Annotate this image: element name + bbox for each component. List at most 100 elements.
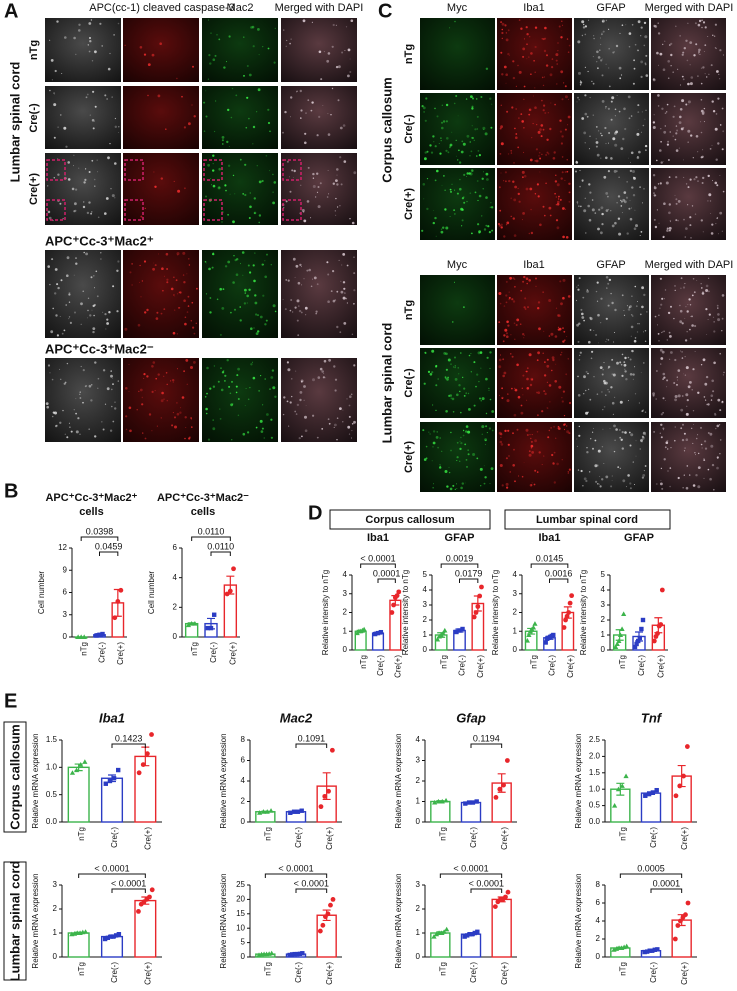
- micrograph-speck: [163, 308, 166, 310]
- micrograph-speck: [432, 441, 436, 445]
- micrograph-speck: [591, 80, 593, 82]
- micrograph-speck: [432, 135, 435, 138]
- micrograph-speck: [90, 276, 93, 279]
- micrograph-speck: [543, 374, 547, 377]
- micrograph-speck: [343, 322, 347, 325]
- micrograph-speck: [286, 39, 288, 42]
- micrograph-speck: [530, 447, 532, 449]
- micrograph-speck: [295, 370, 297, 372]
- micrograph-speck: [131, 284, 133, 286]
- chart-title: GFAP: [624, 532, 654, 544]
- micrograph-speck: [488, 389, 490, 391]
- micrograph-speck: [83, 181, 86, 184]
- micrograph: [497, 275, 572, 345]
- significance-bracket: [530, 563, 569, 568]
- micrograph-speck: [286, 400, 289, 403]
- x-tick-label: Cre(+): [143, 962, 152, 985]
- micrograph-speck: [73, 36, 76, 40]
- micrograph-speck: [653, 24, 656, 28]
- micrograph-speck: [707, 468, 710, 471]
- micrograph-speck: [322, 376, 325, 379]
- data-point: [634, 641, 639, 647]
- micrograph: [45, 153, 121, 225]
- micrograph-speck: [434, 107, 436, 110]
- data-point: [614, 641, 620, 646]
- micrograph-speck: [564, 179, 566, 181]
- micrograph-speck: [607, 304, 610, 307]
- micrograph-speck: [335, 214, 337, 216]
- micrograph-speck: [330, 290, 333, 292]
- micrograph-speck: [351, 333, 354, 335]
- micrograph-speck: [47, 210, 51, 214]
- micrograph-speck: [583, 319, 585, 322]
- micrograph-speck: [234, 193, 236, 195]
- micrograph-speck: [631, 349, 634, 353]
- micrograph-speck: [353, 420, 356, 424]
- micrograph-speck: [700, 283, 702, 285]
- micrograph-speck: [434, 179, 437, 182]
- micrograph-speck: [689, 216, 692, 219]
- micrograph-speck: [125, 428, 128, 431]
- micrograph-speck: [721, 401, 724, 404]
- significance-bracket: [295, 743, 328, 748]
- micrograph-speck: [646, 311, 648, 313]
- micrograph-speck: [553, 481, 556, 484]
- data-point: [623, 773, 629, 779]
- micrograph-speck: [351, 423, 354, 425]
- micrograph-speck: [345, 26, 348, 28]
- micrograph-speck: [144, 207, 146, 210]
- x-tick-label: nTg: [438, 962, 447, 976]
- micrograph-speck: [635, 305, 638, 308]
- micrograph-speck: [664, 298, 665, 300]
- micrograph-speck: [217, 186, 221, 190]
- micrograph-speck: [558, 196, 560, 198]
- x-tick-label: Cre(-): [98, 642, 107, 663]
- micrograph-speck: [480, 367, 482, 369]
- micrograph-speck: [559, 119, 562, 122]
- micrograph-speck: [298, 437, 301, 440]
- micrograph-speck: [681, 322, 684, 325]
- significance-bracket: [99, 551, 119, 556]
- x-tick-label: nTg: [438, 827, 447, 841]
- micrograph-speck: [691, 205, 694, 207]
- micrograph-speck: [697, 485, 701, 489]
- significance-bracket: [210, 551, 231, 556]
- micrograph-speck: [160, 399, 164, 403]
- micrograph-speck: [543, 455, 545, 457]
- micrograph-speck: [654, 225, 658, 229]
- micrograph-speck: [717, 318, 721, 322]
- micrograph-speck: [246, 294, 249, 298]
- y-axis-label: Relative intensity to nTg: [401, 570, 410, 655]
- micrograph-speck: [54, 292, 57, 295]
- column-header: Myc: [447, 259, 468, 271]
- micrograph-speck: [515, 85, 518, 87]
- micrograph-speck: [506, 110, 509, 113]
- micrograph-speck: [581, 312, 584, 316]
- micrograph-speck: [323, 373, 325, 374]
- micrograph-speck: [640, 60, 644, 64]
- data-point: [621, 611, 627, 616]
- micrograph-speck: [512, 300, 516, 303]
- column-header: GFAP: [596, 259, 625, 271]
- micrograph-speck: [652, 126, 656, 129]
- micrograph-speck: [226, 359, 229, 362]
- micrograph-speck: [89, 40, 92, 43]
- micrograph-speck: [575, 161, 579, 164]
- micrograph-speck: [235, 391, 238, 394]
- micrograph-speck: [441, 104, 443, 106]
- micrograph-speck: [446, 137, 449, 140]
- x-tick-label: Cre(+): [116, 642, 125, 665]
- significance-bracket: [111, 743, 146, 748]
- micrograph-speck: [454, 281, 455, 283]
- micrograph-speck: [684, 447, 686, 449]
- micrograph-speck: [663, 458, 666, 461]
- micrograph-speck: [463, 306, 465, 308]
- micrograph-speck: [692, 368, 695, 371]
- micrograph-speck: [536, 471, 539, 473]
- micrograph-speck: [478, 380, 480, 383]
- micrograph-speck: [682, 423, 684, 426]
- y-tick-label: 3: [601, 600, 606, 609]
- micrograph-speck: [683, 159, 684, 161]
- micrograph-speck: [340, 280, 342, 282]
- micrograph-speck: [550, 332, 554, 336]
